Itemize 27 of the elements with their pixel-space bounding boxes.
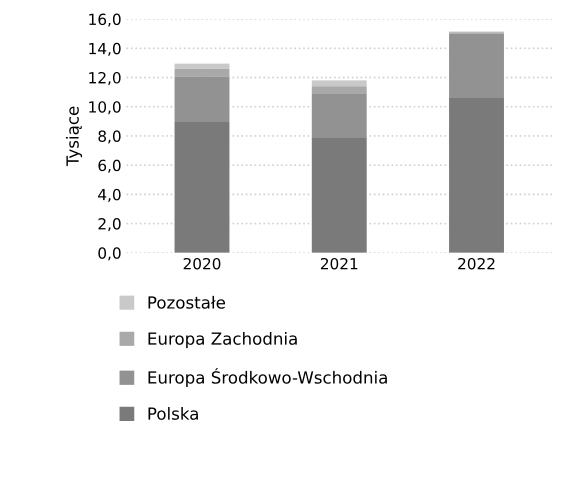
x-tick-label: 2020 [184,258,220,270]
y-tick-label: 10,0 [89,101,121,114]
bar [174,121,230,253]
y-tick-label: 4,0 [98,188,121,202]
y-tick-label: 0,0 [98,247,121,260]
bar [174,76,230,122]
bar [312,86,367,94]
legend-label: Europa Zachodnia [148,332,297,348]
bar [174,64,230,69]
y-tick-label: 6,0 [98,160,121,173]
y-tick-label: 12,0 [89,72,121,86]
legend-label: Polska [148,407,198,420]
legend-label: Europa Środkowo-Wschodnia [148,368,387,388]
bar [174,68,230,77]
y-tick-label: 14,0 [89,42,121,56]
bar [312,80,367,86]
x-tick-label: 2022 [458,258,494,270]
y-tick-label: 2,0 [98,218,121,232]
legend-label: Pozostałe [148,296,226,309]
bar [312,137,367,253]
bar [312,94,367,138]
bar [449,98,504,253]
y-tick-label: 8,0 [98,130,121,144]
x-tick-label: 2021 [320,258,358,270]
bar [449,34,504,98]
y-tick-label: 16,0 [89,14,121,27]
y-axis-title: Tysiące [66,106,82,166]
